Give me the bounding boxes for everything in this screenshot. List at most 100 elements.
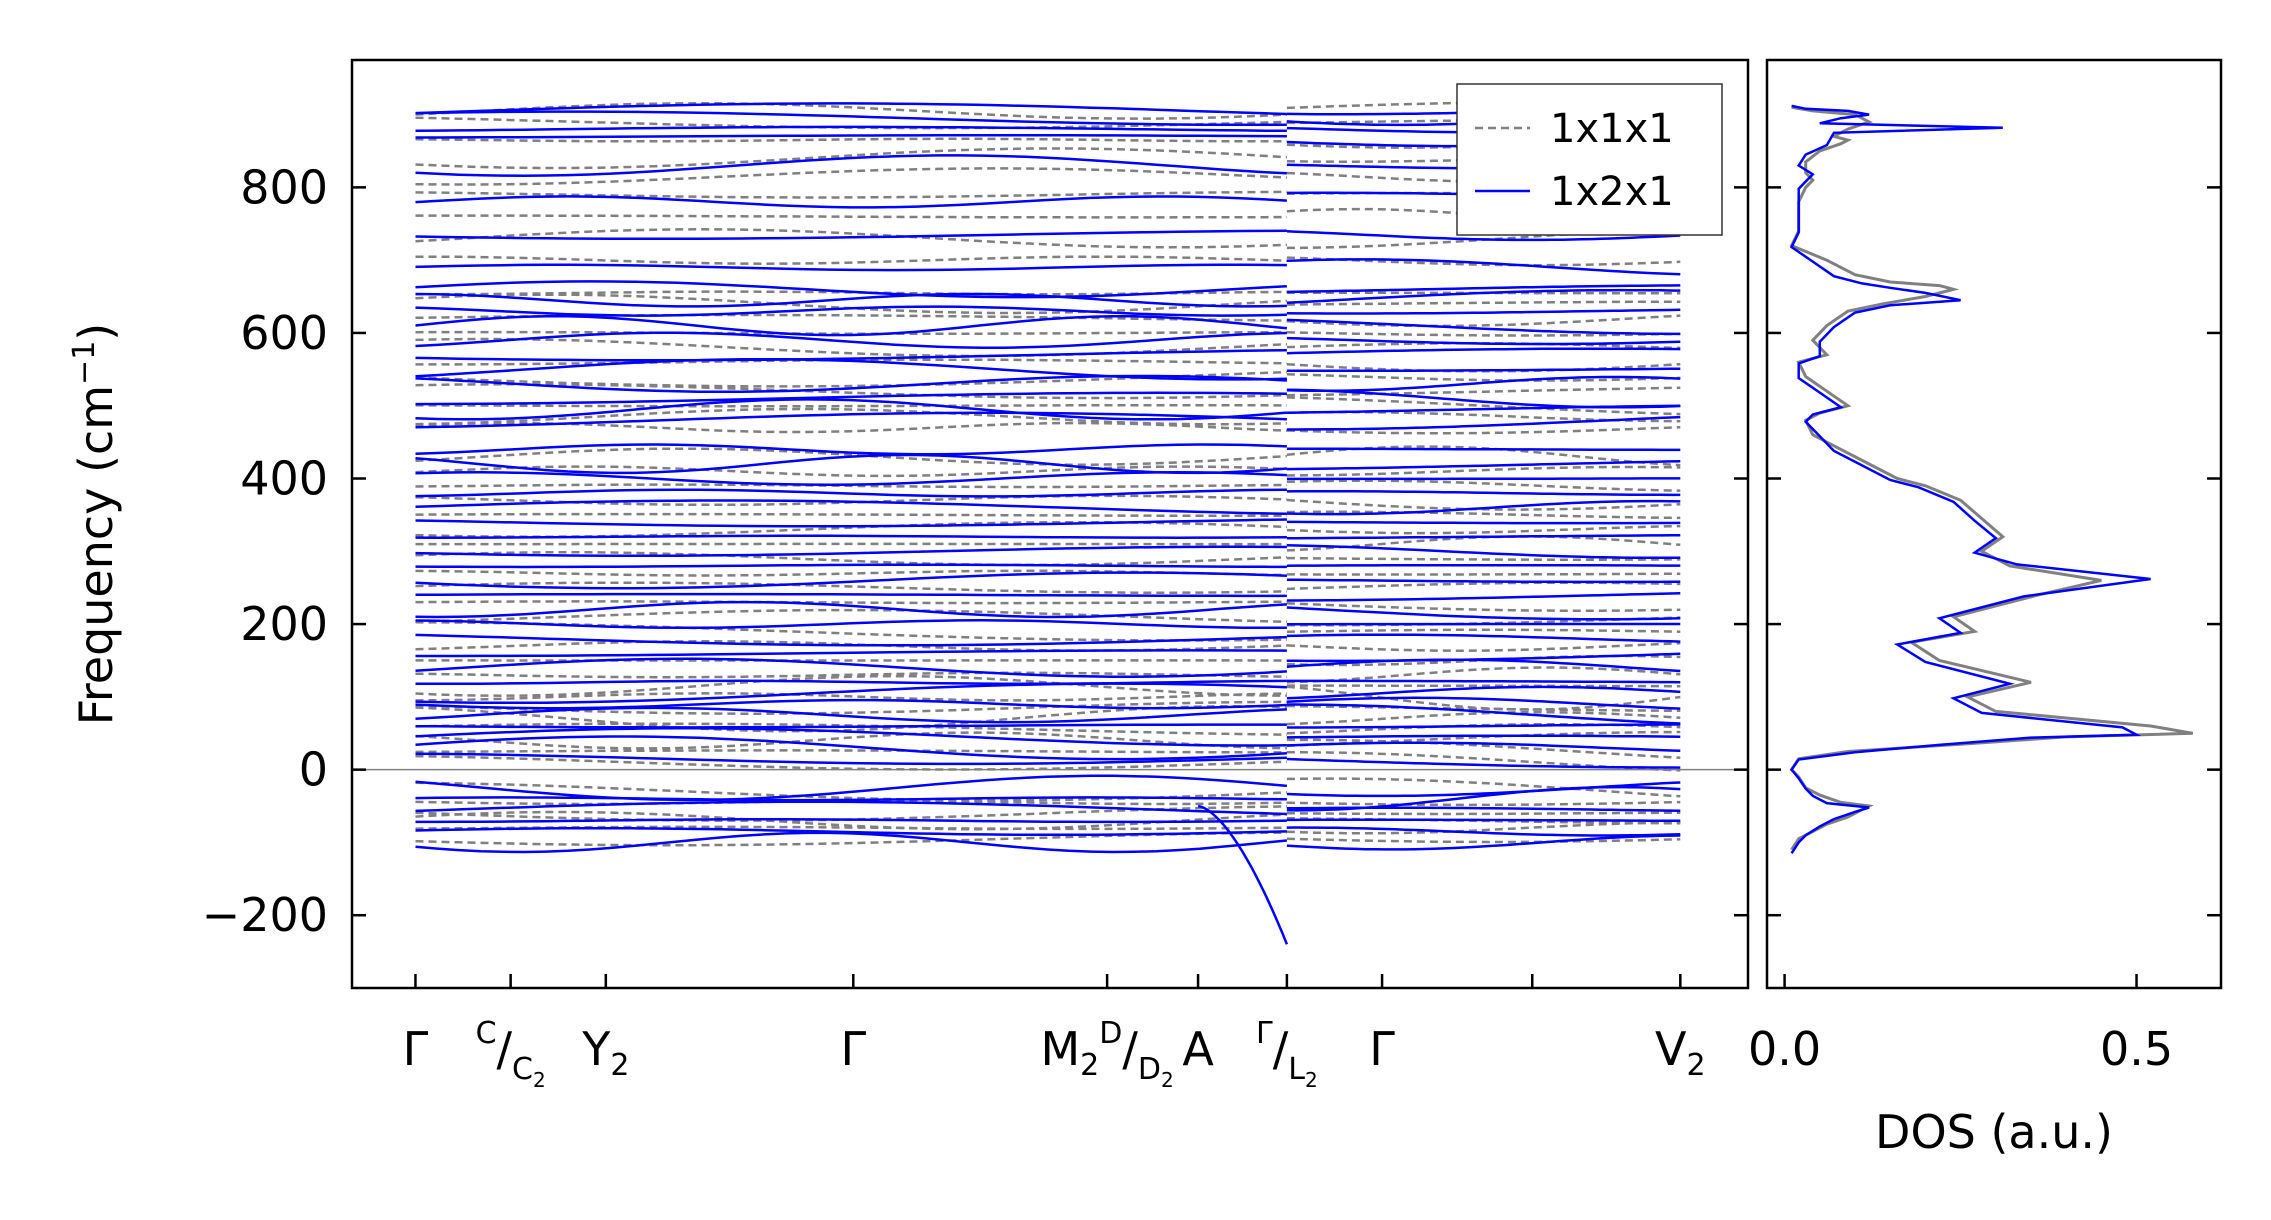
band-line [415,649,1287,658]
dos-x-axis-label: DOS (a.u.) [1875,1105,2113,1159]
band-line [1286,800,1681,807]
band-line [1286,710,1681,726]
band-line [1286,459,1681,471]
band-line [415,774,1288,802]
band-line [1286,757,1681,769]
band-line [415,692,1287,702]
y-tick-label: 600 [240,306,328,360]
band-line [415,563,1287,569]
band-x-axis: Γ C/C2 Y2 Γ M2D/D2A Γ/L2 Γ V2 [403,974,1706,1092]
band-line [1286,679,1681,684]
band-line [1286,314,1681,328]
band-line [1286,533,1681,540]
band-line [1286,388,1681,409]
band-line [1286,288,1681,305]
band-line [1286,837,1681,844]
band-line [415,754,1287,771]
band-line [1286,490,1681,497]
x-tick-label: Γ [1369,1022,1395,1076]
band-line [415,465,1287,478]
legend-label-1x1x1: 1x1x1 [1550,106,1674,152]
band-line [415,407,1287,426]
band-line [1286,723,1681,729]
y-tick-label: 200 [240,597,328,651]
band-line [1286,834,1681,851]
x-tick-label: Γ [403,1022,429,1076]
band-line [1286,602,1681,612]
band-line [415,370,1287,388]
band-line [415,633,1287,647]
band-line [415,483,1287,489]
band-line [1286,499,1681,516]
band-line [1286,258,1681,276]
x-tick-label: V2 [1655,1022,1706,1083]
band-line [1286,641,1681,652]
band-line [415,749,1287,754]
band-line [415,348,1287,362]
band-line [415,752,1287,766]
band-line [415,110,1287,127]
band-line [415,831,1288,854]
band-line [415,255,1287,265]
band-line [415,704,1287,733]
band-line [415,228,1287,249]
dos-x-axis: 0.0 0.5 [1748,974,2173,1076]
band-line [415,706,1287,724]
band-line [1286,520,1681,525]
band-line [415,147,1287,170]
band-line [415,167,1287,186]
band-line [415,411,1287,429]
band-line [415,374,1287,394]
band-line [1286,572,1681,576]
band-line [415,137,1287,143]
band-line [415,600,1287,605]
band-line [1286,544,1681,560]
band-line [415,443,1287,456]
band-line [415,357,1287,381]
band-line [1286,372,1681,382]
band-line [1286,633,1681,643]
band-line [1286,318,1681,336]
dos-panel: 0.0 0.5 DOS (a.u.) [1748,58,2223,1159]
band-line [415,592,1287,598]
band-line [1286,386,1681,397]
x-tick-label: C/C2 [476,1016,546,1092]
band-line [1286,396,1681,416]
band-line [415,292,1287,308]
band-line [415,731,1287,750]
band-line [415,698,1287,710]
x-tick-label: Γ [840,1022,866,1076]
band-line [1286,738,1681,759]
dos-plot-frame [1765,58,2223,990]
band-line [415,831,1287,847]
band-line [415,571,1287,590]
band-line [1286,477,1681,481]
band-line [1286,734,1681,739]
band-line [1286,606,1681,621]
band-line [415,826,1287,837]
dos-y-axis [1767,186,2221,917]
band-line [415,102,1287,116]
band-line [1286,685,1681,700]
band-line [415,781,1287,802]
band-line [415,674,1287,697]
band-line [415,229,1287,241]
band-line [1286,563,1681,567]
band-line [415,800,1287,816]
band-line [1286,741,1681,753]
band-line [415,337,1287,358]
band-line [1286,415,1681,431]
band-line [1286,284,1681,294]
band-line [1286,696,1681,710]
band-line [415,727,1287,747]
band-line [415,545,1287,557]
band-line [1286,818,1681,823]
band-line [1286,367,1681,373]
band-line [1286,781,1681,798]
band-line [415,125,1287,133]
band-line [415,723,1287,729]
band-line [415,453,1287,475]
band-line [1286,465,1681,477]
band-line [1286,811,1681,816]
